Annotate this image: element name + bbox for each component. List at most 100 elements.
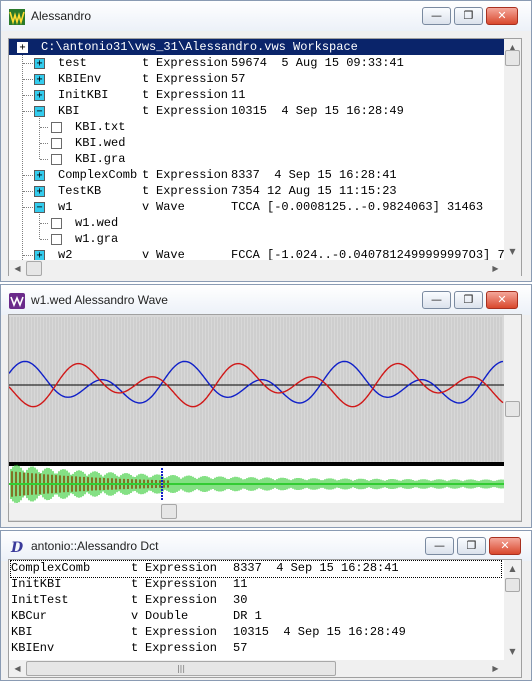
expand-icon[interactable]: + [17, 42, 28, 53]
minimize-button[interactable]: — [422, 291, 451, 309]
tree-file-row[interactable]: w1.gra [9, 231, 504, 247]
item-type: Expression [145, 593, 218, 607]
file-name: KBI.gra [75, 152, 126, 166]
item-name: ComplexComb [58, 168, 138, 182]
tree-item-row[interactable]: + InitKBI t Expression 11 [9, 87, 504, 103]
collapse-icon[interactable]: − [34, 106, 45, 117]
scroll-thumb[interactable] [505, 578, 520, 592]
title-bar[interactable]: Alessandro — ❐ ✕ [1, 1, 531, 31]
tree-file-row[interactable]: KBI.wed [9, 135, 504, 151]
dictionary-list[interactable]: ComplexComb t Expression 8337 4 Sep 15 16:2… [8, 559, 522, 678]
dictionary-vertical-scrollbar[interactable]: ▲ ▼ [504, 560, 521, 660]
tree-item-row[interactable]: + test t Expression 59674 5 Aug 15 09:33:41 [9, 55, 504, 71]
tree-connector [40, 159, 48, 160]
list-item[interactable]: KBI t Expression 10315 4 Sep 15 16:28:49 [11, 625, 501, 641]
scroll-right-icon[interactable]: ▶ [492, 664, 499, 673]
expand-icon[interactable]: + [34, 74, 45, 85]
scroll-down-icon[interactable]: ▼ [509, 647, 516, 656]
scroll-thumb[interactable]: ||| [26, 661, 336, 676]
restore-button[interactable]: ❐ [457, 537, 486, 555]
scroll-thumb[interactable] [161, 504, 177, 519]
title-bar[interactable]: D antonio::Alessandro Dct — ❐ ✕ [1, 531, 531, 561]
scroll-down-icon[interactable]: ▼ [509, 247, 516, 256]
scroll-thumb[interactable] [505, 401, 520, 417]
item-info: 8337 4 Sep 15 16:28:41 [233, 561, 399, 575]
wave-vertical-scrollbar[interactable] [504, 315, 521, 503]
close-button[interactable]: ✕ [489, 537, 521, 555]
wave-plot-area[interactable] [8, 314, 522, 522]
restore-button[interactable]: ❐ [454, 7, 483, 25]
item-kind: t [142, 184, 150, 198]
wave-plot[interactable] [9, 315, 504, 503]
tree-connector [40, 239, 48, 240]
scroll-left-icon[interactable]: ◀ [14, 664, 21, 673]
scroll-thumb[interactable] [26, 261, 42, 276]
expand-icon[interactable]: + [34, 186, 45, 197]
tree-horizontal-scrollbar[interactable]: ◀ ▶ [9, 260, 521, 277]
item-name: w2 [58, 248, 73, 262]
item-name: w1 [58, 200, 73, 214]
scroll-up-icon[interactable]: ▲ [509, 564, 516, 573]
item-kind: t [131, 577, 139, 591]
close-button[interactable]: ✕ [486, 7, 518, 25]
file-name: w1.gra [75, 232, 119, 246]
item-name: InitKBI [58, 88, 109, 102]
scroll-thumb[interactable] [505, 50, 520, 66]
tree-vertical-scrollbar[interactable]: ▲ ▼ [504, 39, 521, 260]
item-info: 8337 4 Sep 15 16:28:41 [231, 168, 397, 182]
expand-icon[interactable]: + [34, 170, 45, 181]
list-item[interactable]: InitKBI t Expression 11 [11, 577, 501, 593]
item-info: 10315 4 Sep 15 16:28:49 [231, 104, 404, 118]
tree-connector [40, 127, 48, 128]
collapse-icon[interactable]: − [34, 202, 45, 213]
tree-item-row[interactable]: + w2 v Wave FCCA [-1.024..-0.040781249999999… [9, 247, 504, 263]
tree-root-row[interactable]: + C:\antonio31\vws_31\Alessandro.vws Wor… [9, 39, 504, 55]
item-type: Expression [145, 625, 218, 639]
list-item[interactable]: ComplexComb t Expression 8337 4 Sep 15 16:2… [10, 560, 502, 578]
item-type: Wave [156, 248, 185, 262]
item-kind: t [142, 72, 150, 86]
item-type: Wave [156, 200, 185, 214]
tree-file-row[interactable]: KBI.gra [9, 151, 504, 167]
item-info: DR 1 [233, 609, 262, 623]
tree-item-row[interactable]: + KBIEnv t Expression 57 [9, 71, 504, 87]
item-kind: t [131, 593, 139, 607]
item-info: 57 [233, 641, 248, 655]
dictionary-horizontal-scrollbar[interactable]: ◀ ||| ▶ [9, 660, 521, 677]
minimize-button[interactable]: — [425, 537, 454, 555]
item-type: Expression [145, 641, 218, 655]
tree-file-row[interactable]: KBI.txt [9, 119, 504, 135]
expand-icon[interactable]: + [34, 90, 45, 101]
wave-app-icon [9, 293, 25, 309]
scroll-left-icon[interactable]: ◀ [14, 264, 21, 273]
wave-horizontal-scrollbar[interactable] [9, 503, 521, 520]
item-kind: v [131, 609, 139, 623]
item-info: TCCA [-0.0008125..-0.9824063] 31463 [231, 200, 484, 214]
tree-item-row[interactable]: − KBI t Expression 10315 4 Sep 15 16:28:49 [9, 103, 504, 119]
tree-file-row[interactable]: w1.wed [9, 215, 504, 231]
list-item[interactable]: InitTest t Expression 30 [11, 593, 501, 609]
tree-item-row[interactable]: + TestKB t Expression 7354 12 Aug 15 11:15:2… [9, 183, 504, 199]
tree-item-row[interactable]: + ComplexComb t Expression 8337 4 Sep 15 16:… [9, 167, 504, 183]
scroll-right-icon[interactable]: ▶ [492, 264, 499, 273]
restore-button[interactable]: ❐ [454, 291, 483, 309]
app-icon [9, 9, 25, 25]
tree-connector [39, 111, 40, 159]
tree-connector [23, 111, 33, 112]
tree-view[interactable]: + C:\antonio31\vws_31\Alessandro.vws Wor… [8, 38, 522, 277]
tree-connector [23, 255, 33, 256]
scroll-up-icon[interactable]: ▲ [509, 43, 516, 52]
close-icon: ✕ [497, 293, 507, 306]
item-type: Double [145, 609, 189, 623]
list-item[interactable]: KBIEnv t Expression 57 [11, 641, 501, 657]
tree-item-row[interactable]: − w1 v Wave TCCA [-0.0008125..-0.9824063] 31… [9, 199, 504, 215]
tree-connector [23, 191, 33, 192]
item-type: Expression [156, 56, 229, 70]
minimize-button[interactable]: — [422, 7, 451, 25]
title-bar[interactable]: w1.wed Alessandro Wave — ❐ ✕ [1, 285, 531, 315]
item-kind: t [131, 641, 139, 655]
close-button[interactable]: ✕ [486, 291, 518, 309]
expand-icon[interactable]: + [34, 58, 45, 69]
list-item[interactable]: KBCur v Double DR 1 [11, 609, 501, 625]
item-name: InitKBI [11, 577, 62, 591]
